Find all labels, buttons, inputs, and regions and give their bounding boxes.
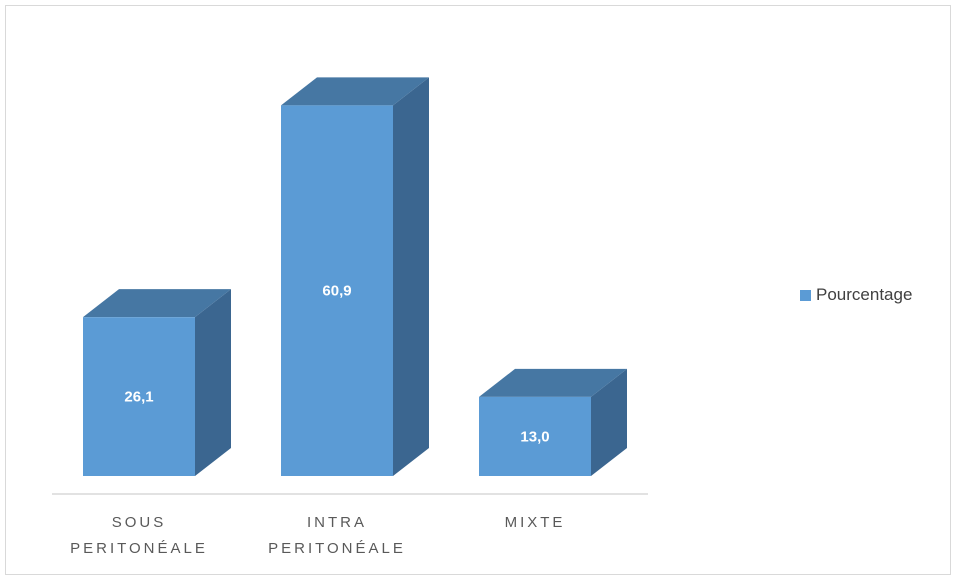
data-label: 60,9 (322, 283, 351, 300)
category-label: SOUS (112, 514, 167, 531)
bar-side-face (393, 77, 429, 476)
category-label: PERITONÉALE (268, 540, 406, 557)
legend-swatch (800, 289, 811, 301)
bar-1 (83, 289, 231, 476)
bar-top-face (83, 289, 231, 318)
bars-group (83, 77, 627, 476)
bar-3 (479, 368, 627, 476)
data-label: 26,1 (124, 389, 153, 406)
bar-2 (281, 77, 429, 476)
bar-side-face (591, 368, 627, 476)
labels-group: 26,1 SOUS PERITONÉALE 60,9 INTRA PERITONÉALE 1… (70, 283, 566, 557)
bar-front-face (83, 317, 195, 476)
category-label: MIXTE (505, 514, 566, 531)
bar-front-face (479, 396, 591, 476)
category-label: INTRA (307, 514, 367, 531)
bar-top-face (281, 77, 429, 106)
category-label: PERITONÉALE (70, 540, 208, 557)
data-label: 13,0 (520, 428, 549, 445)
bar-top-face (479, 368, 627, 397)
legend-label: Pourcentage (816, 285, 913, 304)
legend: Pourcentage (800, 285, 912, 305)
bar-side-face (195, 289, 231, 476)
bar-front-face (281, 105, 393, 476)
